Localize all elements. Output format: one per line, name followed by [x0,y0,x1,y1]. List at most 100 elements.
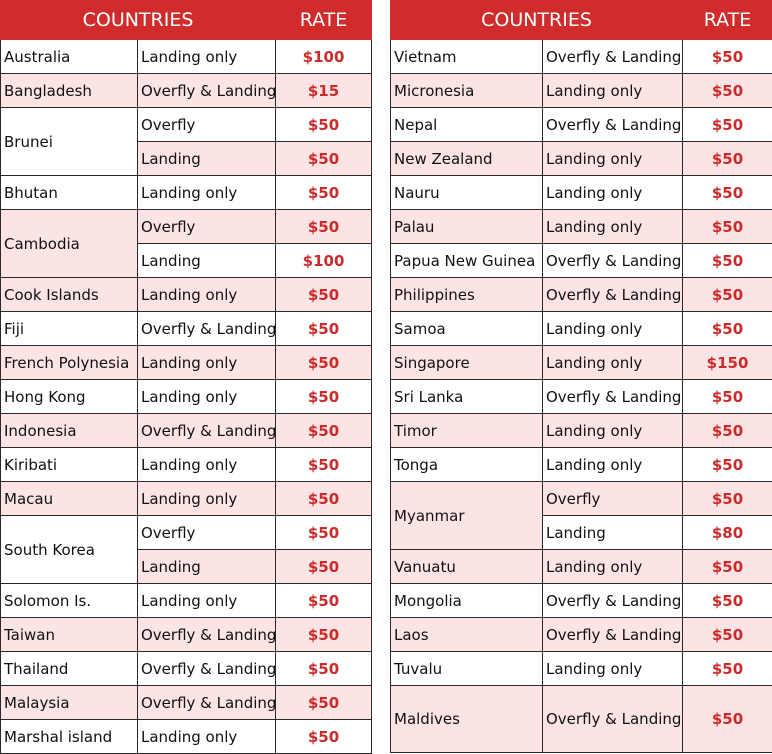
table-row: Tuvalu Landing only $50 [390,651,772,686]
table-row: Taiwan Overfly & Landing $50 [0,617,373,652]
country-cell: Taiwan [0,617,138,652]
countries-header: COUNTRIES [0,0,277,40]
permit-type-cell: Landing only [136,447,277,482]
rate-cell: $50 [682,243,772,278]
rate-cell: $50 [275,617,373,652]
rates-table-right: COUNTRIES RATE Vietnam Overfly & Landing $… [389,0,772,753]
header-row: COUNTRIES RATE [389,0,772,40]
rate-cell: $50 [682,481,772,516]
table-row: Mongolia Overfly & Landing $50 [390,583,772,618]
country-cell: Singapore [390,345,543,380]
country-cell: Laos [390,617,543,652]
table-row: Fiji Overfly & Landing $50 [0,311,373,346]
permit-type-cell: Landing [136,243,277,278]
table-row: Myanmar Overfly $50 [390,481,772,550]
country-cell: Tuvalu [390,651,543,686]
rate-cell: $50 [275,685,373,720]
permit-type-cell: Landing only [541,209,684,244]
permit-type-cell: Landing only [541,447,684,482]
country-cell: Palau [390,209,543,244]
permit-type-cell: Landing only [136,481,277,516]
permit-type-cell: Overfly & Landing [136,617,277,652]
rate-cell: $50 [275,549,373,584]
table-row: Cambodia Overfly $50 [0,209,373,278]
rate-cell: $50 [682,141,772,176]
rate-header: RATE [275,0,373,40]
table-row: South Korea Overfly $50 [0,515,373,584]
rate-cell: $50 [682,583,772,618]
rate-cell: $50 [275,379,373,414]
permit-type-cell: Overfly & Landing [136,685,277,720]
permit-type-cell: Overfly & Landing [541,617,684,652]
permit-type-cell: Landing [136,549,277,584]
permit-type-cell: Overfly & Landing [136,73,277,108]
permit-type-cell: Landing only [136,379,277,414]
country-cell: Solomon Is. [0,583,138,618]
country-cell: Fiji [0,311,138,346]
permit-type-cell: Overfly & Landing [136,413,277,448]
country-cell: Macau [0,481,138,516]
header-row: COUNTRIES RATE [0,0,373,40]
table-row: Brunei Overfly $50 [0,107,373,176]
country-cell: Samoa [390,311,543,346]
table-row: Kiribati Landing only $50 [0,447,373,482]
country-cell: Sri Lanka [390,379,543,414]
table-row: Tonga Landing only $50 [390,447,772,482]
table-row: Nepal Overfly & Landing $50 [390,107,772,142]
permit-type-cell: Landing only [541,141,684,176]
table-row: Vietnam Overfly & Landing $50 [390,39,772,74]
table-row: Macau Landing only $50 [0,481,373,516]
country-cell: Vietnam [390,39,543,74]
country-cell: Tonga [390,447,543,482]
permit-type-cell: Overfly [136,107,277,142]
rate-cell: $50 [682,175,772,210]
table-row: Landing $50 [1,141,373,176]
rate-cell: $50 [275,447,373,482]
table-row: Cook Islands Landing only $50 [0,277,373,312]
table-row: Micronesia Landing only $50 [390,73,772,108]
country-cell: Vanuatu [390,549,543,584]
rate-cell: $100 [275,243,373,278]
rate-header: RATE [682,0,772,40]
rate-cell: $50 [275,719,373,754]
country-cell: New Zealand [390,141,543,176]
country-cell: Indonesia [0,413,138,448]
table-row: Philippines Overfly & Landing $50 [390,277,772,312]
table-row: Palau Landing only $50 [390,209,772,244]
rate-cell: $50 [275,107,373,142]
country-cell: Marshal island [0,719,138,754]
table-row: Papua New Guinea Overfly & Landing $50 [390,243,772,278]
permit-type-cell: Landing only [541,549,684,584]
table-row: Australia Landing only $100 [0,39,373,74]
country-cell: Micronesia [390,73,543,108]
country-cell: Myanmar [390,481,543,550]
country-cell: Nepal [390,107,543,142]
rate-cell: $50 [682,73,772,108]
permit-type-cell: Overfly [541,481,684,516]
rate-cell: $50 [275,515,373,550]
country-cell: Hong Kong [0,379,138,414]
table-row: Timor Landing only $50 [390,413,772,448]
country-cell: Cook Islands [0,277,138,312]
permit-type-cell: Overfly & Landing [541,379,684,414]
rate-cell: $50 [275,651,373,686]
permit-type-cell: Landing only [136,175,277,210]
rate-cell: $50 [682,617,772,652]
table-row: Laos Overfly & Landing $50 [390,617,772,652]
countries-header: COUNTRIES [389,0,684,40]
permit-type-cell: Landing only [541,73,684,108]
permit-type-cell: Overfly & Landing [541,583,684,618]
rate-cell: $50 [275,583,373,618]
rate-cell: $50 [682,311,772,346]
permit-type-cell: Landing [136,141,277,176]
permit-type-cell: Landing only [541,345,684,380]
rate-cell: $50 [682,209,772,244]
rate-cell: $50 [275,141,373,176]
country-cell: Kiribati [0,447,138,482]
table-row: Solomon Is. Landing only $50 [0,583,373,618]
permit-type-cell: Landing only [136,39,277,74]
country-cell: Cambodia [0,209,138,278]
permit-type-cell: Landing only [541,651,684,686]
table-row: Landing $80 [391,515,772,550]
permit-type-cell: Landing only [541,413,684,448]
